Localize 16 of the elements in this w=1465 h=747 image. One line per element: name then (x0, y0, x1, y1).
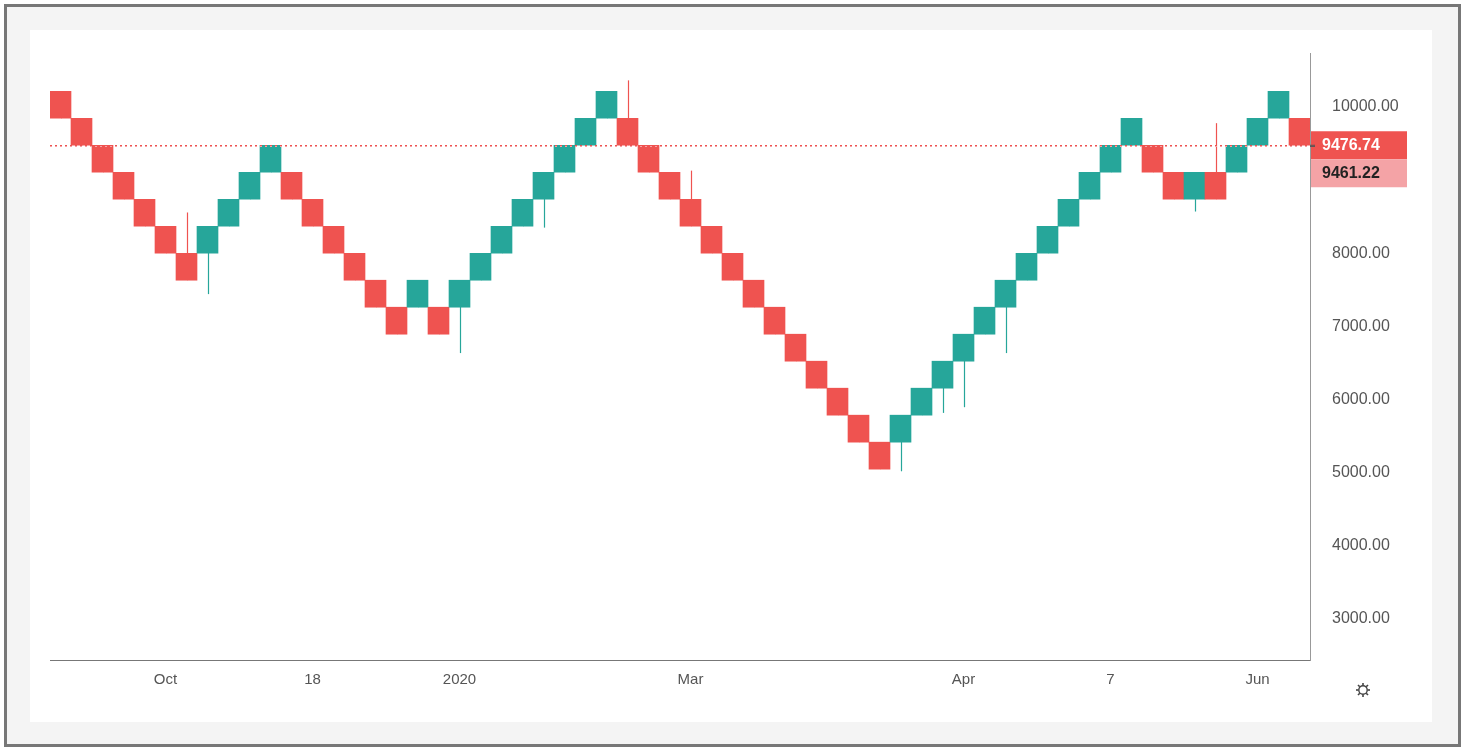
x-tick-label: Mar (677, 670, 704, 688)
y-tick-label: 6000.00 (1332, 390, 1390, 407)
y-tick-label: 7000.00 (1332, 316, 1390, 334)
y-tick-label: 4000.00 (1332, 536, 1390, 554)
x-tick-label: Jun (1245, 670, 1270, 688)
y-tick-label: 3000.00 (1332, 609, 1390, 627)
x-tick-label: Oct (153, 670, 178, 688)
y-tick-label: 10000.00 (1332, 97, 1399, 115)
x-tick-label: 7 (1106, 670, 1115, 688)
y-tick-label: 8000.00 (1332, 243, 1390, 261)
ref-line-label: 9476.74 (1322, 135, 1380, 153)
y-tick-label: 5000.00 (1332, 463, 1390, 481)
x-tick-label: 2020 (442, 670, 477, 688)
x-tick-label: Apr (951, 670, 976, 688)
ref-line-label: 9461.22 (1322, 163, 1380, 181)
x-tick-label: 18 (304, 670, 321, 688)
